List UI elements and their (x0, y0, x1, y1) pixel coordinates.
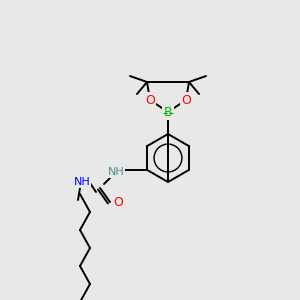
Text: B: B (164, 106, 172, 118)
Text: O: O (145, 94, 155, 106)
Text: O: O (181, 94, 191, 106)
Text: O: O (113, 196, 123, 208)
Text: NH: NH (74, 177, 90, 187)
Text: NH: NH (108, 167, 124, 177)
